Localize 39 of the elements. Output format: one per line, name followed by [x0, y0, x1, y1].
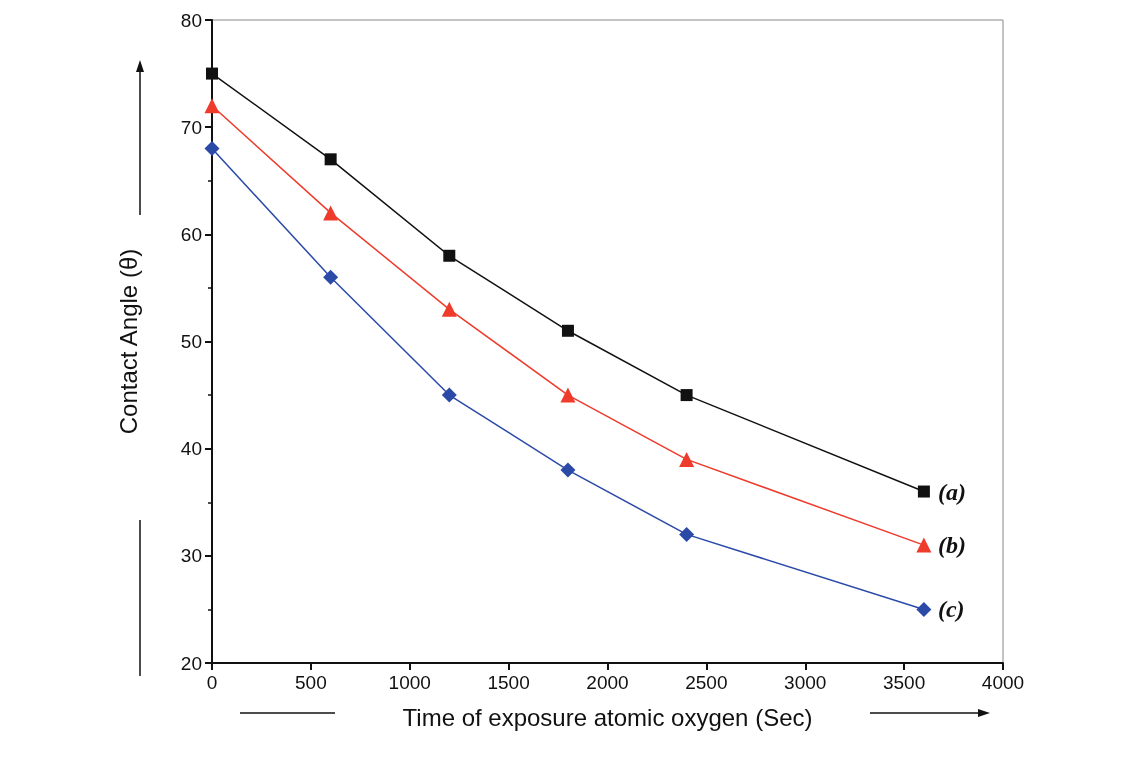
- x-axis-title: Time of exposure atomic oxygen (Sec): [402, 703, 813, 731]
- series-label: (b): [937, 532, 966, 559]
- x-tick-label: 4000: [981, 672, 1025, 693]
- x-tick-label: 3000: [784, 672, 827, 693]
- point: [324, 153, 337, 166]
- y-tick-label: 50: [180, 331, 202, 352]
- x-tick-label: 3500: [882, 672, 926, 693]
- point: [323, 205, 339, 221]
- point: [443, 249, 456, 262]
- point: [679, 451, 695, 467]
- point: [204, 141, 220, 157]
- point: [679, 526, 695, 542]
- point: [916, 537, 932, 553]
- point: [916, 601, 932, 617]
- x-tick-label: 2000: [586, 672, 629, 693]
- x-tick-label: 1500: [487, 672, 530, 693]
- series-label: (c): [937, 596, 965, 623]
- point: [204, 98, 220, 114]
- point: [680, 389, 693, 402]
- y-tick-label: 30: [180, 545, 202, 567]
- y-tick-label: 40: [180, 438, 202, 460]
- y-tick-label: 70: [180, 116, 202, 138]
- point: [441, 387, 457, 403]
- point: [561, 324, 574, 337]
- y-tick-label: 20: [180, 652, 202, 674]
- x-tick-label: 0: [206, 672, 218, 693]
- x-tick-label: 1000: [388, 672, 431, 693]
- point: [323, 269, 339, 285]
- point: [441, 301, 457, 317]
- y-tick-label: 60: [180, 223, 202, 245]
- point: [206, 67, 218, 80]
- point: [560, 387, 576, 403]
- x-tick-label: 2500: [685, 672, 728, 693]
- point: [917, 485, 930, 498]
- y-tick-label: 80: [180, 9, 202, 31]
- y-axis-title: Contact Angle (θ): [114, 248, 142, 435]
- x-tick-label: 500: [295, 672, 327, 693]
- series-label: (a): [937, 478, 966, 505]
- point: [560, 462, 576, 478]
